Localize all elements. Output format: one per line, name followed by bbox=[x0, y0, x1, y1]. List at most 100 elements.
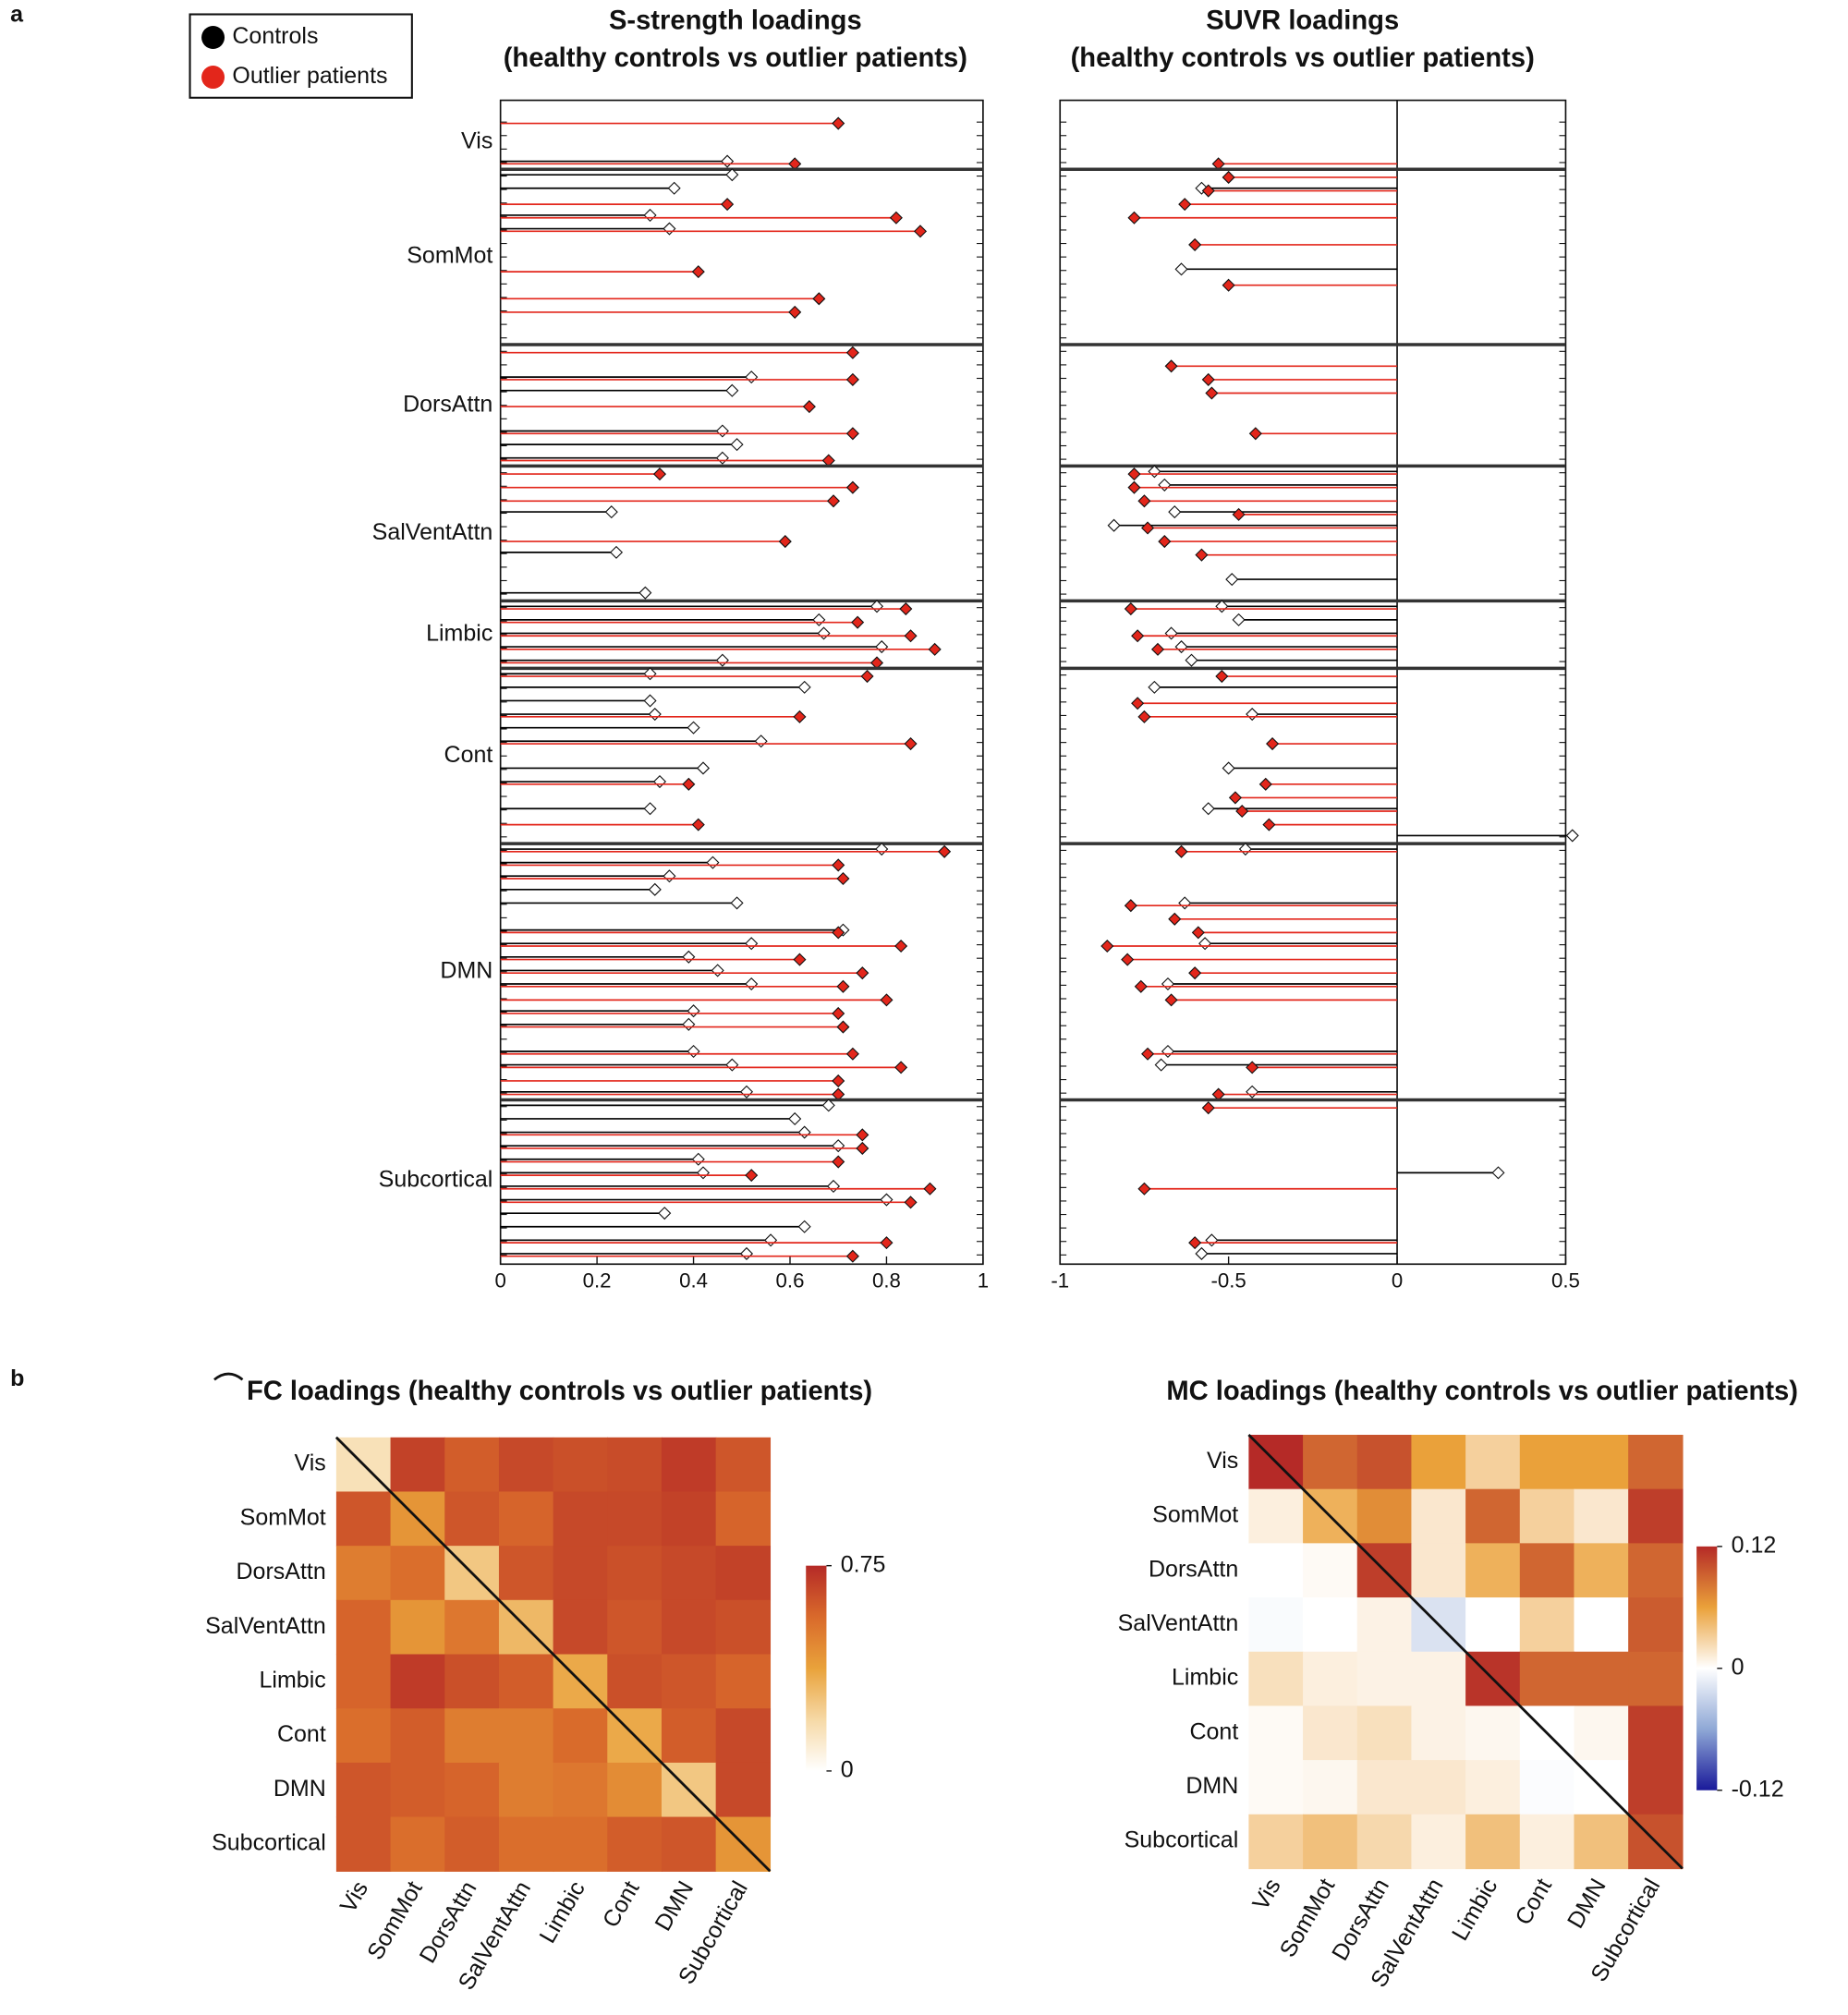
patient-lollipop bbox=[500, 400, 816, 414]
patient-lollipop bbox=[500, 427, 859, 441]
x-tick-label: Limbic bbox=[534, 1876, 590, 1948]
colorbar-tick-label: 0.75 bbox=[841, 1551, 886, 1577]
marker bbox=[793, 710, 807, 723]
marker bbox=[1258, 777, 1272, 791]
patient-lollipop bbox=[1150, 642, 1398, 656]
y-tick-label: Subcortical bbox=[212, 1829, 326, 1855]
marker bbox=[812, 613, 826, 626]
control-lollipop bbox=[500, 181, 681, 195]
heatmap-cell bbox=[1303, 1543, 1358, 1598]
marker bbox=[1201, 184, 1215, 198]
marker bbox=[904, 629, 918, 643]
control-lollipop bbox=[1168, 505, 1398, 519]
heatmap-cell bbox=[1356, 1435, 1413, 1490]
heatmap-cell bbox=[1628, 1435, 1684, 1490]
marker bbox=[691, 818, 705, 831]
heatmap-cell bbox=[1465, 1488, 1521, 1545]
marker bbox=[788, 305, 802, 319]
heatmap-cell bbox=[1574, 1814, 1629, 1870]
marker bbox=[1131, 629, 1145, 643]
marker bbox=[604, 505, 618, 519]
marker bbox=[1134, 979, 1148, 993]
heatmap-cell bbox=[1519, 1651, 1575, 1707]
marker bbox=[725, 168, 739, 182]
patient-lollipop bbox=[1201, 372, 1398, 386]
patient-lollipop bbox=[500, 535, 792, 549]
marker bbox=[797, 1220, 811, 1233]
patient-lollipop bbox=[500, 1141, 869, 1155]
group-label: Cont bbox=[444, 742, 493, 768]
marker bbox=[1225, 573, 1239, 587]
heatmap-cell bbox=[1465, 1705, 1521, 1761]
heatmap-cell bbox=[1574, 1705, 1629, 1761]
control-lollipop bbox=[500, 1246, 754, 1260]
marker bbox=[696, 1166, 711, 1180]
y-tick-label: SomMot bbox=[1152, 1502, 1238, 1528]
patient-lollipop bbox=[500, 116, 845, 130]
marker bbox=[721, 154, 735, 168]
marker bbox=[904, 1196, 918, 1209]
marker bbox=[1150, 642, 1165, 656]
heatmap-cell bbox=[498, 1437, 554, 1493]
marker bbox=[1246, 1061, 1259, 1074]
marker bbox=[1164, 626, 1178, 640]
marker bbox=[1148, 680, 1161, 694]
heatmap-cell bbox=[553, 1546, 608, 1601]
heatmap-cell bbox=[390, 1546, 445, 1601]
x-tick-label: Limbic bbox=[1447, 1875, 1502, 1946]
heatmap-cell bbox=[661, 1491, 717, 1547]
patient-lollipop bbox=[500, 292, 826, 306]
patient-lollipop bbox=[1215, 670, 1398, 684]
marker bbox=[1201, 1101, 1215, 1115]
x-tick-label: -0.5 bbox=[1210, 1269, 1246, 1293]
y-tick-label: Limbic bbox=[1172, 1665, 1238, 1691]
heatmap-cell bbox=[1411, 1814, 1466, 1870]
patient-lollipop bbox=[500, 198, 735, 212]
diagonal bbox=[334, 1436, 772, 1873]
marker bbox=[856, 966, 869, 980]
control-lollipop bbox=[500, 168, 739, 182]
control-lollipop bbox=[500, 775, 667, 789]
heatmap-cell bbox=[661, 1437, 717, 1493]
marker bbox=[1205, 386, 1219, 400]
marker bbox=[1222, 761, 1235, 775]
control-lollipop bbox=[500, 451, 729, 465]
marker bbox=[1198, 937, 1212, 951]
marker bbox=[832, 1139, 845, 1153]
marker bbox=[691, 265, 705, 279]
x-tick-label: 0.8 bbox=[872, 1269, 901, 1293]
marker bbox=[1161, 977, 1174, 991]
marker bbox=[663, 222, 676, 236]
marker bbox=[913, 225, 928, 238]
marker bbox=[691, 1152, 705, 1166]
control-lollipop bbox=[500, 1152, 705, 1166]
control-lollipop bbox=[1198, 937, 1398, 951]
heatmap-cell bbox=[390, 1437, 445, 1493]
patient-lollipop bbox=[500, 305, 802, 319]
heatmap-cell bbox=[498, 1546, 554, 1601]
heatmap-cell bbox=[444, 1599, 500, 1656]
patient-lollipop bbox=[1131, 697, 1398, 710]
marker bbox=[1168, 912, 1182, 926]
patient-lollipop bbox=[500, 979, 850, 993]
y-tick-label: SalVentAttn bbox=[205, 1613, 326, 1639]
marker bbox=[643, 208, 657, 222]
patient-lollipop bbox=[1246, 1061, 1398, 1074]
x-tick-label: Cont bbox=[598, 1876, 645, 1932]
heatmap-cell bbox=[715, 1546, 772, 1601]
heatmap-cell bbox=[1465, 1814, 1521, 1870]
marker bbox=[730, 896, 744, 910]
heatmap-cell bbox=[1248, 1597, 1304, 1653]
control-lollipop bbox=[500, 1139, 845, 1153]
patient-lollipop bbox=[500, 926, 845, 940]
marker bbox=[845, 346, 859, 359]
control-lollipop bbox=[500, 977, 759, 991]
marker bbox=[797, 680, 811, 694]
marker bbox=[638, 586, 652, 600]
marker bbox=[725, 1058, 739, 1072]
patient-lollipop bbox=[1235, 804, 1398, 819]
marker bbox=[739, 1085, 754, 1099]
heatmap-cell bbox=[1574, 1651, 1629, 1707]
marker bbox=[1205, 1233, 1219, 1247]
marker bbox=[648, 882, 662, 896]
